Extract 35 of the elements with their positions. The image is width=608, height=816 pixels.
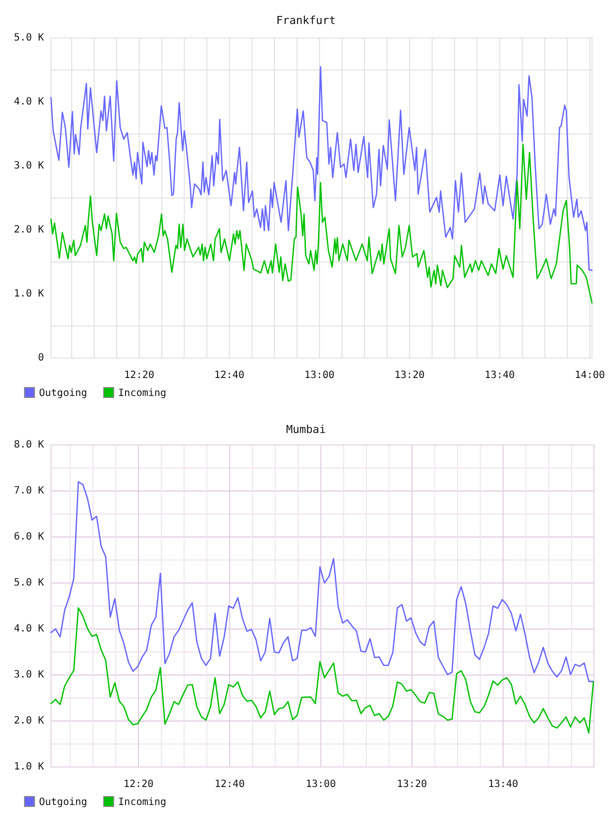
- x-tick-label: 13:20: [396, 779, 428, 790]
- x-tick-label: 12:40: [214, 370, 244, 381]
- legend-label: Incoming: [118, 797, 166, 808]
- x-tick-label: 13:00: [306, 779, 336, 790]
- legend-label: Incoming: [118, 388, 166, 399]
- y-tick-label: 1.0 K: [14, 762, 44, 772]
- y-tick-label: 6.0 K: [14, 532, 44, 542]
- line-series: [50, 481, 594, 682]
- chart-title: Mumbai: [286, 423, 326, 436]
- line-series: [50, 66, 593, 271]
- y-tick-label: 5.0 K: [14, 578, 44, 588]
- legend-label: Outgoing: [39, 797, 88, 808]
- x-tick-label: 12:20: [123, 779, 154, 790]
- x-tick-label: 13:00: [304, 370, 335, 381]
- x-tick-label: 12:20: [124, 370, 154, 381]
- y-tick-label: 4.0 K: [14, 624, 44, 634]
- line-series: [50, 607, 594, 734]
- y-tick-label: 4.0 K: [14, 96, 44, 108]
- y-tick-label: 5.0 K: [14, 32, 44, 44]
- y-tick-label: 2.0 K: [14, 224, 44, 236]
- y-tick-label: 2.0 K: [14, 716, 44, 726]
- x-tick-label: 13:40: [484, 370, 515, 381]
- y-tick-label: 7.0 K: [14, 486, 44, 496]
- y-tick-label: 0: [38, 352, 44, 364]
- x-tick-label: 12:40: [214, 779, 245, 790]
- line-series: [50, 144, 593, 304]
- y-tick-label: 1.0 K: [14, 288, 44, 300]
- x-tick-label: 14:00: [574, 370, 605, 381]
- x-tick-label: 13:20: [394, 370, 425, 381]
- chart-title: Frankfurt: [276, 14, 336, 27]
- y-tick-label: 8.0 K: [14, 440, 44, 450]
- y-tick-label: 3.0 K: [14, 160, 44, 172]
- x-tick-label: 13:40: [488, 779, 518, 790]
- y-tick-label: 3.0 K: [14, 670, 44, 680]
- legend-label: Outgoing: [39, 388, 88, 399]
